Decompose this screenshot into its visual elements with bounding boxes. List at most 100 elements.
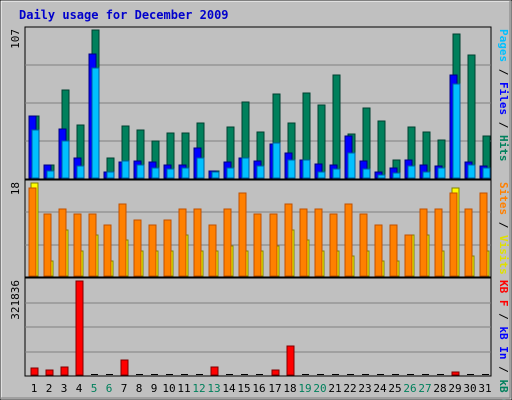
x-tick-label-13: 13 — [207, 382, 220, 395]
x-tick-label-17: 17 — [268, 382, 281, 395]
bar-sites-26 — [404, 234, 413, 277]
bar-kbytes-16 — [256, 374, 263, 375]
bar-kbytes-2 — [45, 369, 54, 376]
bar-sites-23 — [359, 213, 368, 277]
x-tick-label-18: 18 — [283, 382, 296, 395]
x-tick-label-10: 10 — [162, 382, 175, 395]
visits-panel-ymax-label: 18 — [9, 182, 22, 195]
bar-kbytes-22 — [347, 374, 354, 375]
x-tick-label-6: 6 — [106, 382, 113, 395]
ylabel-part: Files — [497, 82, 510, 115]
bar-kbytes-26 — [407, 374, 414, 375]
x-tick-label-12: 12 — [192, 382, 205, 395]
bar-sites-5 — [88, 213, 97, 277]
bar-kbytes-24 — [377, 374, 384, 375]
bar-sites-19 — [299, 208, 308, 277]
bar-sites-6 — [103, 224, 112, 277]
bar-sites-10 — [163, 219, 172, 277]
bar-pages-20 — [317, 171, 326, 179]
bar-sites-2 — [43, 213, 52, 277]
bar-kbytes-14 — [226, 374, 233, 375]
bar-kbytes-15 — [241, 374, 248, 375]
bar-pages-29 — [452, 83, 461, 179]
x-tick-label-5: 5 — [91, 382, 98, 395]
bar-pages-13 — [211, 171, 220, 179]
bar-kbytes-31 — [482, 374, 489, 375]
bar-pages-2 — [46, 170, 55, 179]
bar-sites-20 — [314, 208, 323, 277]
x-tick-label-9: 9 — [151, 382, 158, 395]
bar-kbytes-12 — [196, 374, 203, 375]
x-tick-label-4: 4 — [76, 382, 83, 395]
bar-kbytes-8 — [136, 374, 143, 375]
x-tick-label-28: 28 — [433, 382, 446, 395]
bar-pages-8 — [136, 164, 145, 179]
bar-sites-22 — [344, 203, 353, 277]
x-tick-label-3: 3 — [61, 382, 68, 395]
bar-pages-5 — [91, 67, 100, 179]
bar-sites-7 — [118, 203, 127, 277]
ylabel-part: Visits — [497, 235, 510, 275]
bar-pages-22 — [347, 152, 356, 179]
ylabel-separator: / — [497, 62, 510, 82]
bar-kbytes-18 — [286, 345, 295, 376]
bar-hits-21 — [332, 74, 341, 179]
bar-kbytes-29 — [451, 371, 460, 376]
bar-sites-25 — [389, 224, 398, 277]
bar-kbytes-19 — [302, 374, 309, 375]
bar-kbytes-7 — [120, 359, 129, 376]
bar-hits-24 — [377, 120, 386, 179]
bar-pages-3 — [61, 140, 70, 179]
ylabel-separator: / — [497, 115, 510, 135]
x-tick-label-26: 26 — [403, 382, 416, 395]
bar-pages-17 — [272, 142, 281, 179]
bar-sites-17 — [269, 213, 278, 277]
bar-kbytes-6 — [106, 374, 113, 375]
bar-sites-21 — [329, 213, 338, 277]
bar-pages-1 — [31, 129, 40, 179]
bar-kbytes-11 — [181, 374, 188, 375]
visits-panel-ylabel: Sites / Visits — [497, 182, 510, 275]
x-tick-label-24: 24 — [373, 382, 387, 395]
bar-kbytes-20 — [317, 374, 324, 375]
bar-pages-26 — [407, 165, 416, 179]
bar-kbytes-30 — [467, 374, 474, 375]
x-tick-label-1: 1 — [31, 382, 38, 395]
x-tick-label-27: 27 — [418, 382, 431, 395]
bar-pages-16 — [256, 165, 265, 179]
x-tick-label-11: 11 — [177, 382, 190, 395]
bar-sites-15 — [238, 192, 247, 277]
ylabel-part: Sites — [497, 182, 510, 215]
hits-panel-ylabel: Pages / Files / Hits — [497, 29, 510, 162]
bar-sites-1 — [28, 187, 37, 277]
bar-pages-11 — [181, 167, 190, 179]
x-tick-label-2: 2 — [46, 382, 53, 395]
x-tick-label-29: 29 — [448, 382, 461, 395]
bar-pages-21 — [332, 168, 341, 179]
bar-pages-4 — [76, 165, 85, 179]
bar-kbytes-23 — [362, 374, 369, 375]
bar-pages-7 — [121, 160, 130, 179]
x-tick-label-19: 19 — [298, 382, 311, 395]
bar-kbytes-5 — [91, 374, 98, 375]
bar-kbytes-4 — [75, 280, 84, 376]
bar-pages-9 — [151, 167, 160, 179]
x-tick-label-7: 7 — [121, 382, 128, 395]
ylabel-part: kB Out — [497, 379, 510, 400]
x-tick-label-15: 15 — [237, 382, 250, 395]
bar-kbytes-27 — [422, 374, 429, 375]
bar-pages-15 — [241, 157, 250, 179]
bar-pages-12 — [196, 157, 205, 179]
ylabel-separator: / — [497, 307, 510, 327]
ylabel-part: Hits — [497, 135, 510, 162]
bar-kbytes-1 — [30, 367, 39, 376]
bar-sites-13 — [208, 224, 217, 277]
bar-pages-19 — [302, 159, 311, 179]
bar-sites-4 — [73, 213, 82, 277]
x-tick-label-25: 25 — [388, 382, 401, 395]
x-tick-label-8: 8 — [136, 382, 143, 395]
x-tick-label-20: 20 — [313, 382, 326, 395]
x-tick-label-14: 14 — [222, 382, 236, 395]
